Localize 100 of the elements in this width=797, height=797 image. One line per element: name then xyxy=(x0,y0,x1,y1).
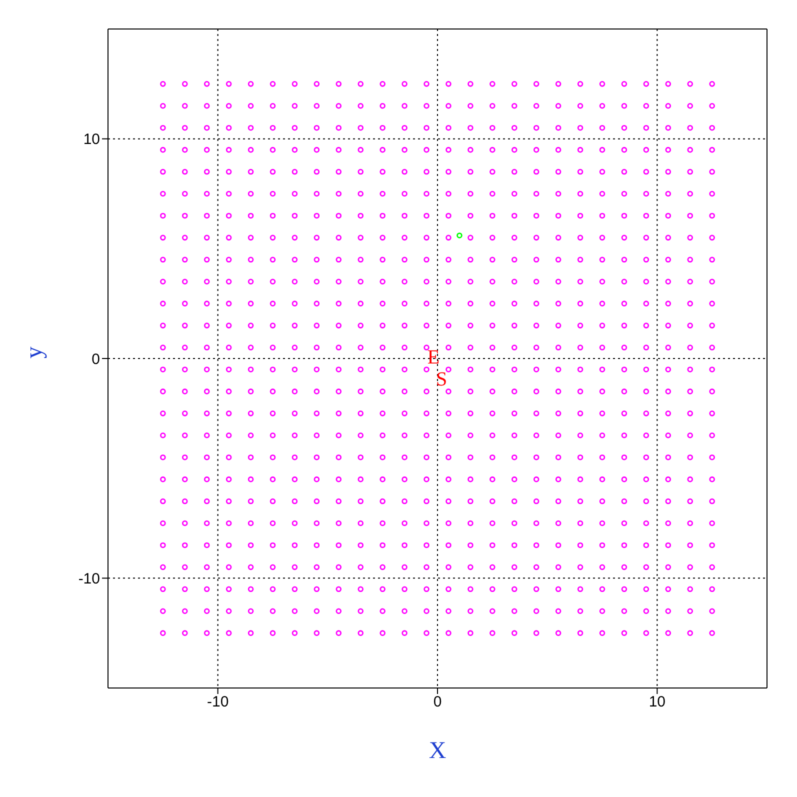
point xyxy=(358,608,364,614)
point xyxy=(533,212,540,219)
point xyxy=(490,454,496,460)
point xyxy=(468,278,474,285)
point xyxy=(182,564,188,570)
point xyxy=(490,124,496,131)
point xyxy=(380,520,386,526)
point xyxy=(490,366,496,372)
point xyxy=(358,234,364,241)
point xyxy=(621,564,628,570)
point xyxy=(468,520,474,526)
point xyxy=(358,81,364,87)
point xyxy=(577,278,584,285)
point xyxy=(621,344,628,350)
point xyxy=(621,388,628,394)
point xyxy=(248,322,254,328)
point xyxy=(555,520,562,526)
point xyxy=(358,476,364,482)
point xyxy=(292,212,298,219)
point xyxy=(665,234,672,241)
point xyxy=(182,454,188,460)
point xyxy=(336,630,342,636)
point xyxy=(643,608,650,614)
point xyxy=(182,586,188,592)
point xyxy=(336,520,342,526)
point xyxy=(314,234,320,241)
point xyxy=(599,81,606,87)
point xyxy=(709,498,715,504)
point xyxy=(204,564,210,570)
point xyxy=(533,146,540,153)
point xyxy=(599,454,606,460)
point xyxy=(248,234,254,241)
point xyxy=(182,102,188,109)
point xyxy=(577,498,584,504)
point xyxy=(468,542,474,548)
point xyxy=(182,388,188,394)
point xyxy=(182,168,188,175)
point xyxy=(490,586,496,592)
point xyxy=(402,520,408,526)
point xyxy=(226,212,232,219)
point xyxy=(402,630,408,636)
point xyxy=(577,476,584,482)
point xyxy=(446,630,452,636)
point xyxy=(687,586,694,592)
point xyxy=(709,586,715,592)
point xyxy=(182,190,188,197)
point xyxy=(380,410,386,416)
point xyxy=(314,410,320,416)
point xyxy=(160,608,166,614)
point xyxy=(643,212,650,219)
point xyxy=(226,234,232,241)
point xyxy=(270,630,276,636)
point xyxy=(665,432,672,438)
point xyxy=(468,366,474,372)
point xyxy=(687,212,694,219)
point xyxy=(511,278,518,285)
point xyxy=(468,630,474,636)
point xyxy=(555,586,562,592)
point xyxy=(490,432,496,438)
point xyxy=(665,454,672,460)
point xyxy=(314,102,320,109)
point xyxy=(643,190,650,197)
point xyxy=(402,190,408,197)
point xyxy=(599,278,606,285)
point xyxy=(204,102,210,109)
point xyxy=(709,454,715,460)
point xyxy=(402,146,408,153)
point xyxy=(665,300,672,306)
point xyxy=(643,124,650,131)
point xyxy=(270,81,276,87)
point xyxy=(446,300,452,306)
y-tick-label: -10 xyxy=(78,570,100,588)
point xyxy=(204,432,210,438)
point xyxy=(248,542,254,548)
point xyxy=(687,388,694,394)
point xyxy=(226,344,232,350)
point xyxy=(160,454,166,460)
point xyxy=(533,586,540,592)
point xyxy=(599,586,606,592)
point xyxy=(533,366,540,372)
point xyxy=(621,146,628,153)
point xyxy=(555,190,562,197)
point xyxy=(599,300,606,306)
point xyxy=(446,168,452,175)
point xyxy=(226,608,232,614)
point xyxy=(402,366,408,372)
point xyxy=(204,300,210,306)
point xyxy=(599,520,606,526)
point xyxy=(599,212,606,219)
point xyxy=(643,410,650,416)
point xyxy=(446,322,452,328)
point xyxy=(687,146,694,153)
point xyxy=(533,190,540,197)
point xyxy=(226,542,232,548)
point xyxy=(270,388,276,394)
point xyxy=(555,366,562,372)
point xyxy=(160,81,166,87)
point xyxy=(270,454,276,460)
point xyxy=(555,388,562,394)
point xyxy=(160,388,166,394)
